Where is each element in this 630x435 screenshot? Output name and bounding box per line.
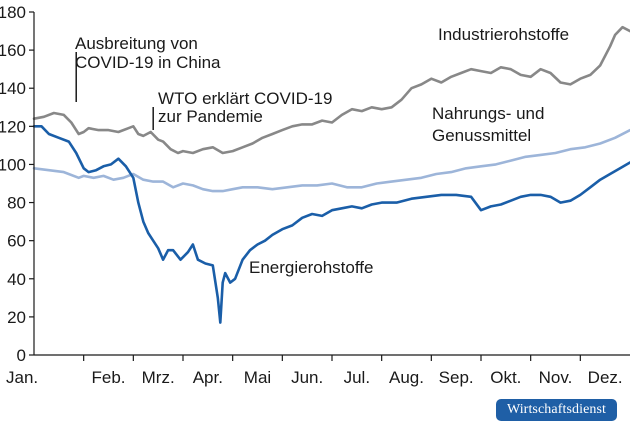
y-ticks: 0 20 40 60 80 100 120 140 160 180 bbox=[0, 3, 34, 365]
x-tick-label: Jul. bbox=[344, 368, 370, 387]
x-ticks: Jan. Feb. Mrz. Apr. Mai Jun. Jul. Aug. Sep. Okt. N… bbox=[6, 355, 623, 387]
y-tick-label: 60 bbox=[7, 232, 26, 251]
x-tick-label: Jan. bbox=[6, 368, 38, 387]
label-energierohstoffe: Energierohstoffe bbox=[249, 258, 373, 277]
annotation-covid-china-line1: Ausbreitung von bbox=[75, 34, 198, 53]
y-tick-label: 0 bbox=[17, 346, 26, 365]
x-tick-label: Okt. bbox=[490, 368, 521, 387]
source-badge: Wirtschaftsdienst bbox=[496, 399, 617, 421]
x-tick-label: Mai bbox=[244, 368, 271, 387]
y-tick-label: 140 bbox=[0, 79, 26, 98]
y-tick-label: 100 bbox=[0, 155, 26, 174]
label-nahrungs-line1: Nahrungs- und bbox=[432, 104, 544, 123]
x-tick-label: Jun. bbox=[291, 368, 323, 387]
series-line-energierohstoffe bbox=[32, 125, 630, 324]
series-line-nahrungs-und-genussmittel bbox=[32, 128, 630, 193]
annotation-wto-line1: WTO erklärt COVID-19 bbox=[158, 89, 332, 108]
y-tick-label: 120 bbox=[0, 117, 26, 136]
x-tick-label: Aug. bbox=[389, 368, 424, 387]
y-tick-label: 180 bbox=[0, 3, 26, 22]
y-tick-label: 80 bbox=[7, 194, 26, 213]
series-line-industrierohstoffe bbox=[32, 25, 630, 155]
x-tick-label: Dez. bbox=[588, 368, 623, 387]
annotation-covid-china-line2: COVID-19 in China bbox=[75, 53, 221, 72]
x-tick-label: Mrz. bbox=[142, 368, 175, 387]
y-tick-label: 160 bbox=[0, 41, 26, 60]
x-tick-label: Nov. bbox=[539, 368, 573, 387]
label-industrierohstoffe: Industrierohstoffe bbox=[438, 25, 569, 44]
series-lines bbox=[32, 25, 630, 324]
y-tick-label: 20 bbox=[7, 308, 26, 327]
label-nahrungs-line2: Genussmittel bbox=[432, 126, 531, 145]
x-tick-label: Feb. bbox=[91, 368, 125, 387]
annotation-wto-line2: zur Pandemie bbox=[158, 107, 263, 126]
x-tick-label: Sep. bbox=[439, 368, 474, 387]
y-tick-label: 40 bbox=[7, 270, 26, 289]
x-tick-label: Apr. bbox=[193, 368, 223, 387]
